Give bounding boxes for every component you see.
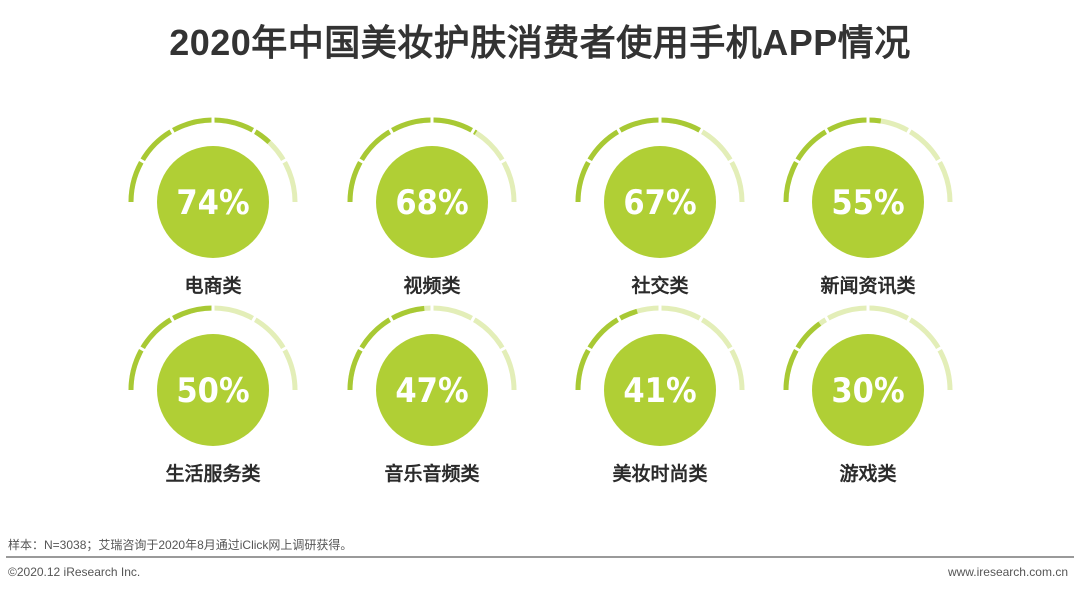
gauge-8-category-label: 游戏类 <box>839 462 896 485</box>
gauge-2-tick <box>469 125 477 137</box>
gauge-7-tick <box>615 313 623 325</box>
gauge-2-tick <box>497 157 509 165</box>
gauge-1-tick <box>168 125 176 137</box>
gauge-5-category-label: 生活服务类 <box>165 462 260 485</box>
gauge-5-tick <box>136 345 148 353</box>
gauge-6-category-label: 音乐音频类 <box>384 462 479 485</box>
gauge-2-category-label: 视频类 <box>403 274 460 297</box>
gauge-6-circle <box>376 334 488 446</box>
gauge-4-value-label: 55% <box>831 183 904 223</box>
gauge-6-value-arc <box>347 305 425 391</box>
sample-footnote: 样本：N=3038；艾瑞咨询于2020年8月通过iClick网上调研获得。 <box>8 538 353 552</box>
gauge-1-tick <box>278 157 290 165</box>
gauge-8-tick <box>791 345 803 353</box>
gauge-3-tick <box>725 157 737 165</box>
gauge-7-value-arc <box>575 308 638 391</box>
gauge-7-category-label: 美妆时尚类 <box>612 462 707 485</box>
gauge-8-value-arc <box>783 321 822 391</box>
gauge-3-circle <box>604 146 716 258</box>
gauge-5-circle <box>157 334 269 446</box>
gauge-4-tick <box>791 157 803 165</box>
gauge-8-circle <box>812 334 924 446</box>
gauge-6-tick <box>387 313 395 325</box>
gauge-4-tick <box>823 125 831 137</box>
gauge-6-tick <box>497 345 509 353</box>
gauge-4-value-arc <box>783 117 882 203</box>
gauge-3-tick <box>583 157 595 165</box>
gauge-5-tick <box>250 313 258 325</box>
chart-title: 2020年中国美妆护肤消费者使用手机APP情况 <box>169 22 911 63</box>
gauge-6: 47% 音乐音频类 <box>347 303 517 485</box>
gauge-2: 68% 视频类 <box>347 115 517 297</box>
gauge-8: 30% 游戏类 <box>783 303 953 485</box>
gauge-2-value-arc <box>347 117 478 203</box>
gauge-1-value-label: 74% <box>176 183 249 223</box>
website-link[interactable]: www.iresearch.com.cn <box>947 565 1068 579</box>
gauge-7-tick <box>697 313 705 325</box>
gauge-7-tick <box>725 345 737 353</box>
gauge-7-tick <box>583 345 595 353</box>
gauge-3-tick <box>697 125 705 137</box>
footer-divider <box>6 556 1074 558</box>
gauge-5-value-arc <box>128 305 214 391</box>
gauge-6-tick <box>469 313 477 325</box>
gauge-4: 55% 新闻资讯类 <box>783 115 953 297</box>
gauge-3-value-label: 67% <box>623 183 696 223</box>
gauge-5-value-label: 50% <box>176 371 249 411</box>
gauge-7-value-label: 41% <box>623 371 696 411</box>
gauge-3-category-label: 社交类 <box>630 274 688 297</box>
gauge-4-tick <box>933 157 945 165</box>
gauge-1-circle <box>157 146 269 258</box>
gauge-2-circle <box>376 146 488 258</box>
gauge-2-tick <box>387 125 395 137</box>
gauge-8-tick <box>823 313 831 325</box>
copyright-text: ©2020.12 iResearch Inc. <box>8 565 141 579</box>
gauge-5: 50% 生活服务类 <box>128 303 298 485</box>
gauge-2-value-label: 68% <box>395 183 468 223</box>
gauge-3: 67% 社交类 <box>575 115 745 297</box>
gauge-5-tick <box>168 313 176 325</box>
gauge-7: 41% 美妆时尚类 <box>575 303 745 485</box>
gauge-3-tick <box>615 125 623 137</box>
gauge-4-category-label: 新闻资讯类 <box>820 274 915 297</box>
gauge-1-tick <box>136 157 148 165</box>
gauge-1-category-label: 电商类 <box>184 274 241 297</box>
gauge-4-tick <box>905 125 913 137</box>
gauge-5-tick <box>278 345 290 353</box>
gauge-1: 74% 电商类 <box>128 115 298 297</box>
gauge-1-tick <box>250 125 258 137</box>
gauge-4-circle <box>812 146 924 258</box>
gauge-2-tick <box>355 157 367 165</box>
gauge-8-tick <box>905 313 913 325</box>
gauge-8-value-label: 30% <box>831 371 904 411</box>
gauge-1-value-arc <box>128 117 271 203</box>
gauge-8-tick <box>933 345 945 353</box>
gauge-6-value-label: 47% <box>395 371 468 411</box>
gauge-6-tick <box>355 345 367 353</box>
gauge-grid: 74% 电商类 68% 视频类 67% 社交类 55% 新闻资讯类 50% 生活服务类 47% 音乐音… <box>128 115 953 485</box>
gauge-7-circle <box>604 334 716 446</box>
